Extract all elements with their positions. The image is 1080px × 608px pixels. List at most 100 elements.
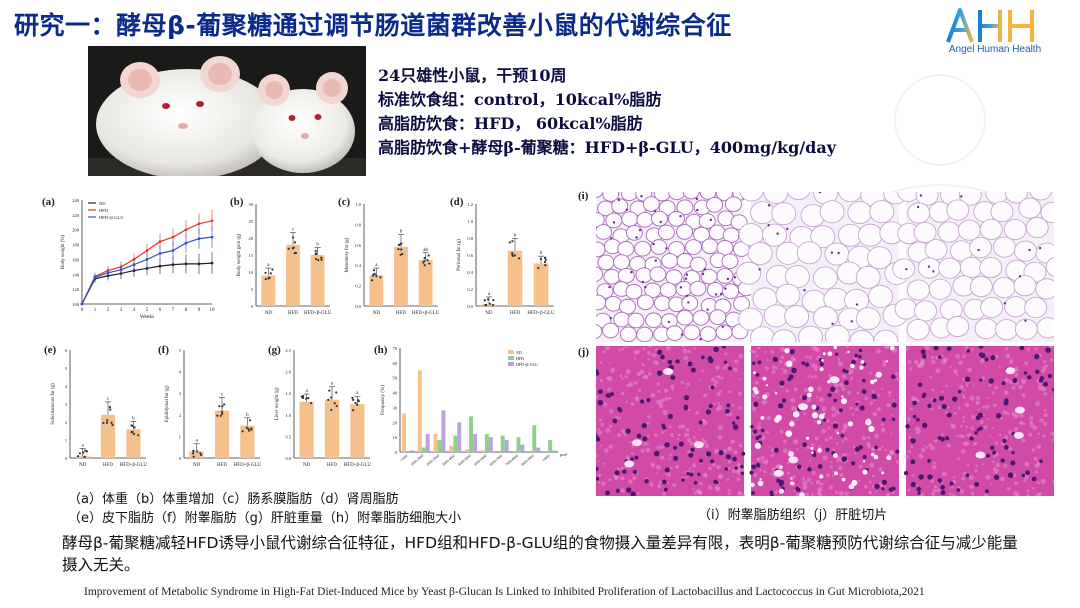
adipocyte-cell [619,298,636,315]
bar [418,260,433,306]
cytoplasm-speck [751,405,757,411]
category-label: 3000-4000 [441,454,456,467]
nucleus-dot [916,205,920,209]
adipocyte-cell [995,319,1019,341]
y-tick-label: 120 [72,287,80,292]
hepatocyte-nucleus [1003,444,1009,450]
cytoplasm-speck [670,384,675,389]
data-point [184,262,188,266]
data-dot [513,254,516,257]
category-label: 5000-6000 [473,454,488,467]
cytoplasm-speck [1029,416,1034,421]
hepatocyte-nucleus [791,367,797,374]
data-point [171,263,175,267]
data-dot [111,423,114,427]
cytoplasm-speck [806,445,811,450]
hepatocyte-nucleus [731,421,736,425]
cytoplasm-speck [832,470,835,473]
cytoplasm-speck [715,375,718,378]
hepatocyte-nucleus [713,346,719,353]
category-label: HFD+β-GLU [527,311,555,316]
histogram-bar [457,422,462,452]
nucleus-dot [679,215,682,218]
adipocyte-cell [659,282,677,298]
hepatocyte-nucleus [769,490,774,495]
hepatocyte-nucleus [597,400,604,406]
category-label: 4000-5000 [457,454,472,467]
data-dot [269,272,272,275]
cytoplasm-speck [631,452,634,456]
cytoplasm-speck [896,377,901,382]
cytoplasm-speck [630,401,635,407]
nucleus-dot [830,251,834,254]
data-dot [483,299,486,302]
hepatocyte-nucleus [796,464,802,470]
hepatocyte-nucleus [644,478,649,484]
significance-letter: a [82,443,85,448]
hepatocyte-nucleus [993,474,1000,480]
adipocyte-cell [602,322,619,339]
y-tick-label: 0.8 [467,236,473,241]
cytoplasm-speck [597,460,600,463]
cytoplasm-speck [790,397,796,403]
histogram-bar [520,444,525,452]
vessel-lumen [663,368,674,376]
hepatocyte-nucleus [753,401,759,407]
cytoplasm-speck [811,493,815,496]
cytoplasm-speck [646,434,650,438]
nucleus-dot [706,308,709,311]
y-tick-label: 0 [179,456,182,461]
cytoplasm-speck [608,478,612,482]
hepatocyte-nucleus [854,446,860,452]
adipocyte-cell [907,202,931,224]
cytoplasm-speck [656,445,661,450]
cytoplasm-speck [819,482,824,486]
hepatocyte-nucleus [718,450,724,456]
category-label: ND [303,463,311,468]
hepatocyte-nucleus [990,355,996,361]
lipid-droplet [773,416,780,423]
cytoplasm-speck [1045,364,1049,368]
vessel-lumen [624,460,635,468]
cytoplasm-speck [881,387,884,391]
adipocyte-cell [681,295,699,311]
hepatocyte-nucleus [862,454,867,460]
y-tick-label: 15 [249,253,254,258]
data-point [184,228,188,232]
nucleus-dot [617,198,621,202]
significance-letter: a [331,382,334,387]
hepatocyte-nucleus [1010,460,1016,466]
hepatocyte-nucleus [787,377,792,382]
adipocyte-cell [857,223,883,247]
data-dot [400,242,403,245]
adipocyte-cell [736,261,762,285]
cytoplasm-speck [647,358,651,361]
legend-entry: HFD+β-GLU [99,215,124,220]
cytoplasm-speck [885,346,890,349]
hepatocyte-nucleus [664,467,670,473]
hepatocyte-nucleus [772,356,778,362]
panel-d-label: (d) [450,196,464,208]
hepatocyte-nucleus [605,490,610,496]
y-tick-label: 4 [65,384,68,389]
lipid-droplet [760,415,765,420]
cytoplasm-speck [660,430,665,435]
lipid-droplet [785,430,793,437]
hepatocyte-nucleus [640,399,645,404]
hepatocyte-nucleus [881,479,888,485]
adipocyte-cell [847,201,873,225]
adipocyte-cell [762,223,787,247]
hepatocyte-nucleus [751,464,757,470]
cytoplasm-speck [992,455,997,459]
cytoplasm-speck [930,359,936,365]
cytoplasm-speck [828,485,833,490]
cytoplasm-speck [1003,463,1008,469]
cytoplasm-speck [675,465,679,469]
cytoplasm-speck [841,440,845,444]
hepatocyte-nucleus [701,355,705,360]
hepatocyte-nucleus [672,445,678,450]
lipid-droplet [889,346,895,351]
cytoplasm-speck [830,460,833,464]
significance-letter: ab [423,248,428,253]
liver-weight-bar-chart: 0.0 0.5 1.0 1.5 2.0 2.5 Liver weight (g) a ND a HF… [275,348,371,468]
